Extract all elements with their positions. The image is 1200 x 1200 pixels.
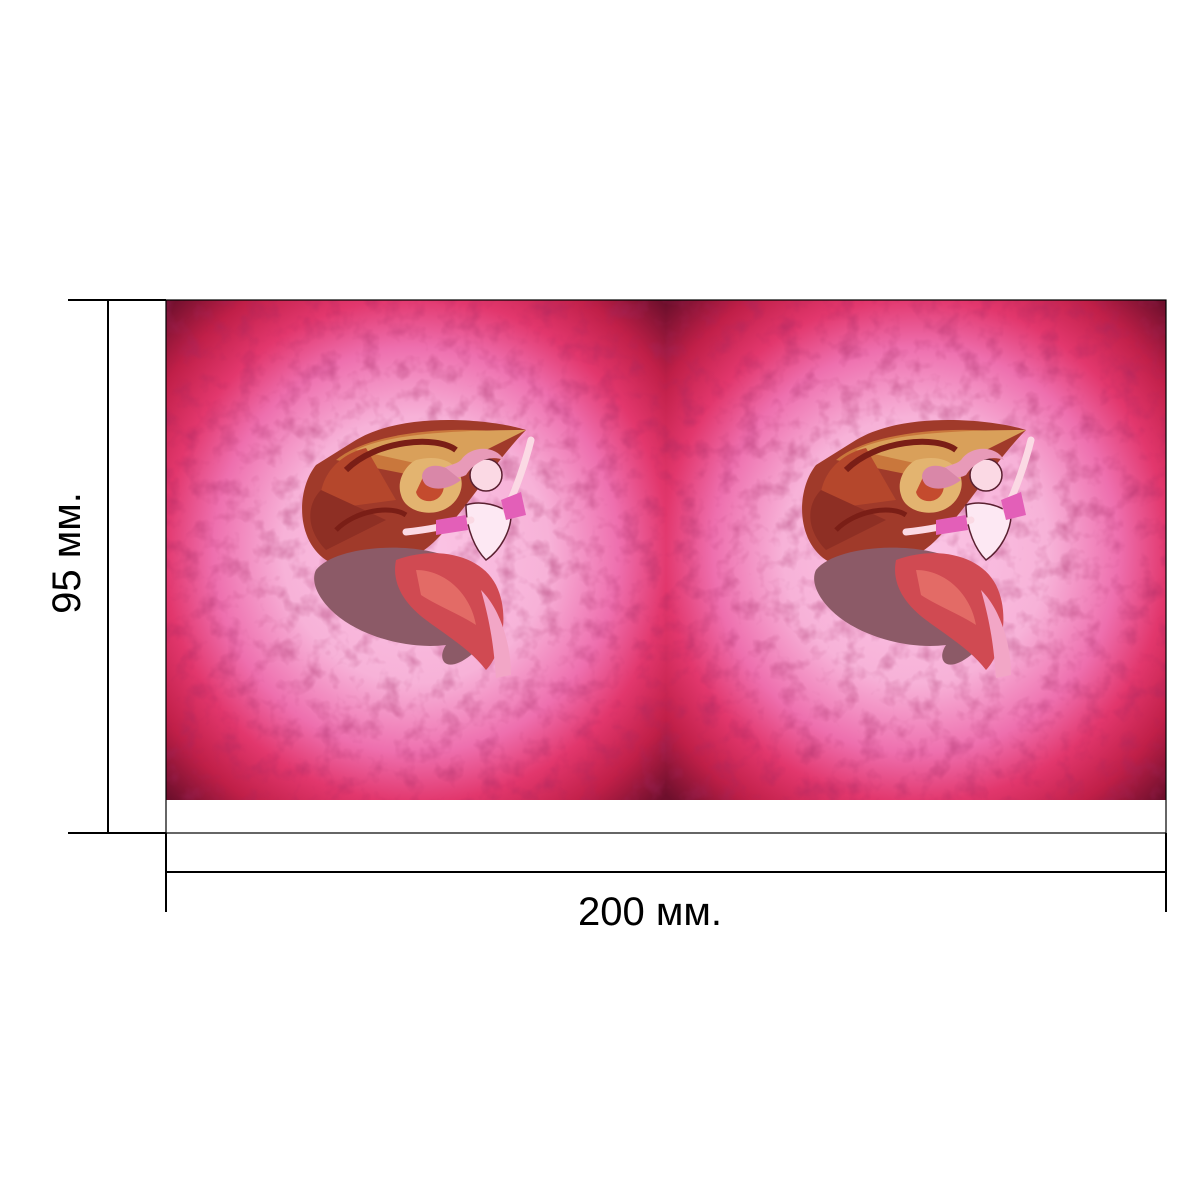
height-label: 95 мм. <box>45 492 89 614</box>
height-dimension: 95 мм. <box>45 299 166 834</box>
width-label: 200 мм. <box>578 890 722 934</box>
width-dimension: 200 мм. <box>165 833 1167 934</box>
print-panel-left <box>166 300 666 800</box>
print-panel-right <box>666 300 1166 800</box>
print-area-outline <box>165 299 1167 834</box>
